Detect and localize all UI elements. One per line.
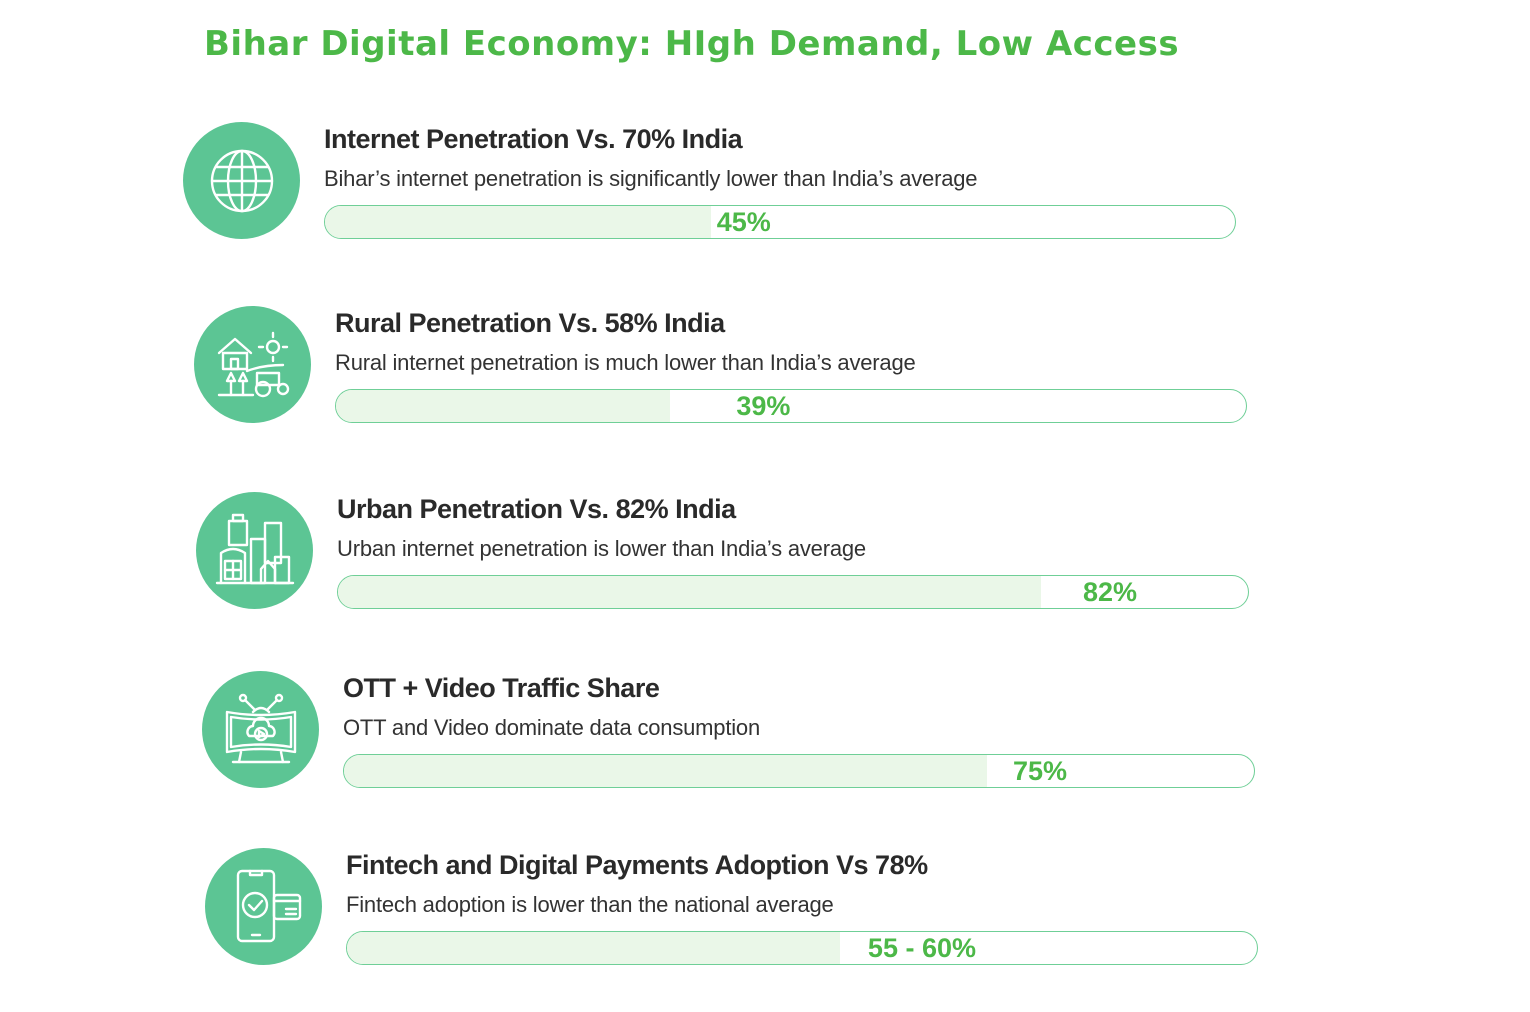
progress-bar: 45%: [324, 205, 1236, 239]
smart-tv-icon: [225, 693, 296, 763]
rural-farm-icon: [217, 331, 289, 397]
progress-label: 39%: [736, 391, 791, 421]
metric-row: Fintech and Digital Payments Adoption Vs…: [205, 848, 1305, 968]
metric-row: Internet Penetration Vs. 70% India Bihar…: [183, 122, 1283, 242]
metric-description: Rural internet penetration is much lower…: [335, 350, 916, 375]
page-title: Bihar Digital Economy: HIgh Demand, Low …: [204, 24, 1180, 64]
progress-label: 75%: [1012, 756, 1067, 786]
metric-heading: Internet Penetration Vs. 70% India: [324, 124, 743, 154]
progress-fill: [336, 390, 671, 422]
mobile-payment-icon: [236, 869, 301, 942]
progress-label: 82%: [1082, 577, 1138, 607]
progress-bar: 75%: [343, 754, 1255, 788]
progress-bar: 82%: [337, 575, 1249, 609]
icon-circle: [205, 848, 322, 965]
metric-description: Bihar’s internet penetration is signific…: [324, 166, 978, 191]
icon-circle: [194, 306, 311, 423]
icon-circle: [202, 671, 319, 788]
city-buildings-icon: [215, 513, 294, 584]
metric-row: OTT + Video Traffic Share OTT and Video …: [202, 671, 1302, 791]
progress-fill: [325, 206, 711, 238]
progress-fill: [344, 755, 987, 787]
metric-description: Urban internet penetration is lower than…: [337, 536, 866, 561]
metric-description: Fintech adoption is lower than the natio…: [346, 892, 834, 917]
icon-circle: [183, 122, 300, 239]
progress-fill: [347, 932, 840, 964]
metric-heading: Fintech and Digital Payments Adoption Vs…: [346, 850, 928, 880]
icon-circle: [196, 492, 313, 609]
metric-row: Urban Penetration Vs. 82% India Urban in…: [196, 492, 1296, 612]
metric-heading: Urban Penetration Vs. 82% India: [337, 494, 736, 524]
progress-label: 45%: [716, 207, 771, 237]
progress-label: 55 - 60%: [867, 933, 976, 963]
progress-fill: [338, 576, 1041, 608]
metric-heading: Rural Penetration Vs. 58% India: [335, 308, 725, 338]
progress-bar: 39%: [335, 389, 1247, 423]
metric-description: OTT and Video dominate data consumption: [343, 715, 760, 740]
globe-icon: [210, 149, 273, 212]
metric-row: Rural Penetration Vs. 58% India Rural in…: [194, 306, 1294, 426]
progress-bar: 55 - 60%: [346, 931, 1258, 965]
metric-heading: OTT + Video Traffic Share: [343, 673, 660, 703]
